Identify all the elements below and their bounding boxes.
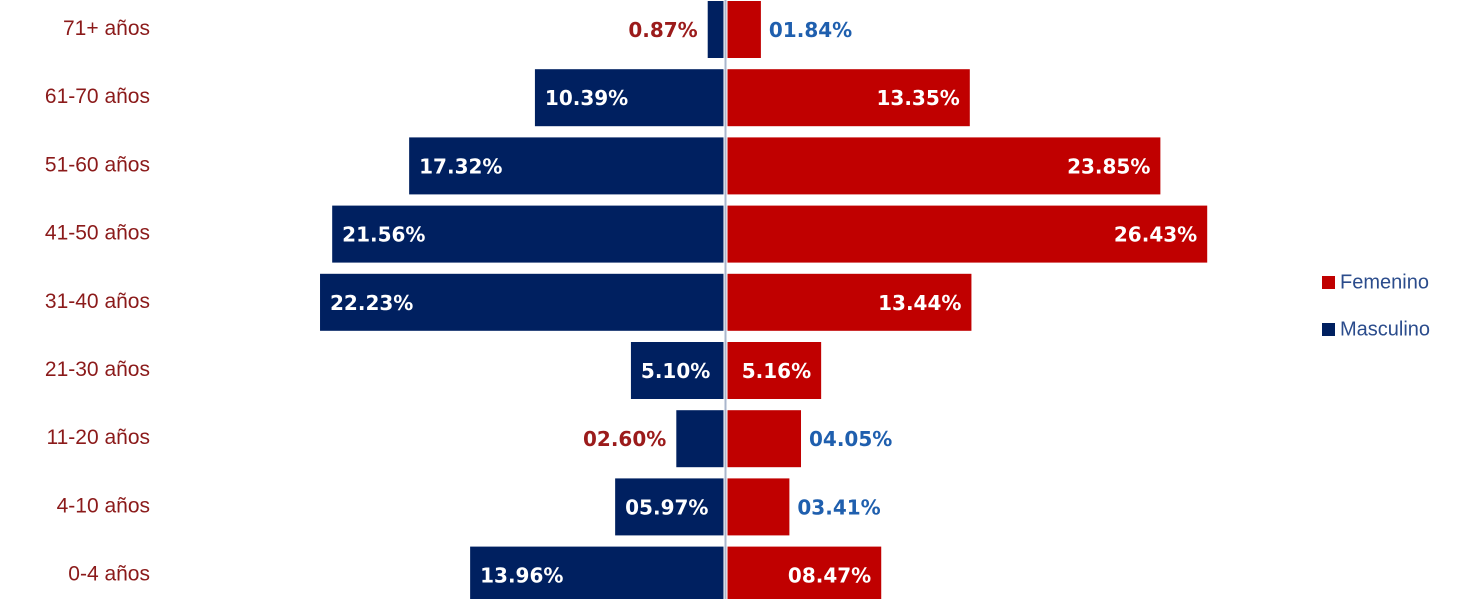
- value-label: 03.41%: [797, 495, 880, 519]
- category-label: 21-30 años: [45, 358, 150, 381]
- value-label: 13.35%: [876, 86, 959, 110]
- chart: 71+ años 0.87% 01.84% 61-70 años 10.39% 13.35…: [0, 0, 1481, 599]
- value-label: 5.16%: [742, 359, 811, 383]
- value-label: 08.47%: [788, 564, 871, 588]
- category-label: 0-4 años: [68, 563, 150, 586]
- legend-swatch: [1322, 323, 1335, 336]
- value-label: 02.60%: [583, 427, 666, 451]
- value-label: 5.10%: [641, 359, 710, 383]
- value-label: 17.32%: [419, 154, 502, 178]
- bar: [728, 410, 802, 467]
- value-label: 05.97%: [625, 495, 708, 519]
- category-label: 51-60 años: [45, 153, 150, 176]
- value-label: 01.84%: [769, 18, 852, 42]
- value-label: 0.87%: [628, 18, 697, 42]
- value-label: 04.05%: [809, 427, 892, 451]
- value-label: 26.43%: [1114, 223, 1197, 247]
- value-label: 22.23%: [330, 291, 413, 315]
- legend-label: Femenino: [1340, 271, 1429, 293]
- bar: [708, 1, 724, 58]
- legend-label: Masculino: [1340, 318, 1430, 340]
- category-label: 71+ años: [63, 17, 150, 40]
- category-label: 4-10 años: [57, 494, 150, 517]
- value-label: 10.39%: [545, 86, 628, 110]
- legend-swatch: [1322, 276, 1335, 289]
- category-label: 41-50 años: [45, 222, 150, 245]
- bar: [728, 478, 790, 535]
- category-label: 31-40 años: [45, 290, 150, 313]
- bar: [728, 1, 761, 58]
- value-label: 23.85%: [1067, 154, 1150, 178]
- value-label: 13.96%: [480, 564, 563, 588]
- bar: [676, 410, 723, 467]
- category-label: 11-20 años: [46, 426, 150, 449]
- value-label: 21.56%: [342, 223, 425, 247]
- category-label: 61-70 años: [45, 85, 150, 108]
- value-label: 13.44%: [878, 291, 961, 315]
